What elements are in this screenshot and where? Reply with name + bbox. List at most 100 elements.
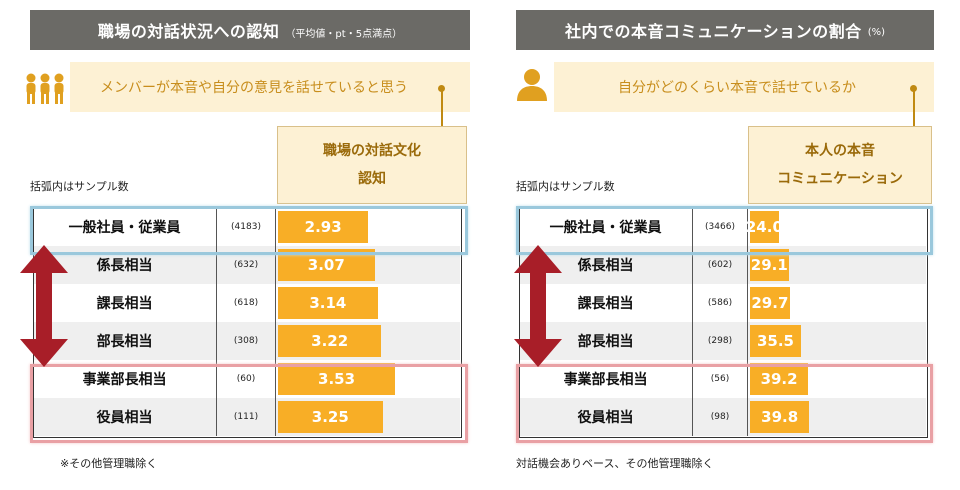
left-connector-line bbox=[441, 90, 443, 140]
right-sample-note: 括弧内はサンプル数 bbox=[516, 180, 615, 193]
right-connector-line bbox=[913, 90, 915, 140]
bar-value-label: 2.93 bbox=[304, 218, 342, 236]
row-sample-size: (618) bbox=[216, 284, 276, 322]
row-label: 部長相当 bbox=[96, 334, 153, 350]
row-sample-size: (111) bbox=[216, 398, 276, 436]
table-row: 部長相当 (298) 35.5 bbox=[519, 322, 926, 360]
bar bbox=[277, 401, 383, 433]
row-label: 係長相当 bbox=[577, 258, 634, 274]
table-row: 役員相当 (111) 3.25 bbox=[33, 398, 460, 436]
bar bbox=[749, 401, 810, 433]
bar bbox=[749, 325, 802, 357]
table-row: 一般社員・従業員 (3466) 24.0 bbox=[519, 208, 926, 246]
row-sample-size: (632) bbox=[216, 246, 276, 284]
right-prompt-text: 自分がどのくらい本音で話せているか bbox=[618, 80, 856, 96]
right-title: 社内での本音コミュニケーションの割合 bbox=[565, 22, 862, 41]
row-sample-size: (4183) bbox=[216, 208, 276, 246]
bar-value-label: 3.22 bbox=[311, 332, 349, 350]
row-label: 役員相当 bbox=[577, 410, 634, 426]
row-bar-cell: 2.93 bbox=[276, 208, 460, 246]
bar-value-label: 29.7 bbox=[751, 294, 789, 312]
row-label: 役員相当 bbox=[96, 410, 153, 426]
left-column-header-line1: 職場の対話文化 bbox=[323, 143, 421, 159]
row-bar-cell: 3.25 bbox=[276, 398, 460, 436]
right-highlight-general bbox=[516, 206, 933, 255]
left-title: 職場の対話状況への認知 bbox=[97, 22, 280, 41]
table-row: 課長相当 (618) 3.14 bbox=[33, 284, 460, 322]
table-row: 一般社員・従業員 (4183) 2.93 bbox=[33, 208, 460, 246]
double-arrow-icon bbox=[514, 245, 562, 371]
right-highlight-executive bbox=[516, 364, 933, 443]
row-label: 係長相当 bbox=[96, 258, 153, 274]
bar-value-label: 39.8 bbox=[761, 408, 799, 426]
table-row: 役員相当 (98) 39.8 bbox=[519, 398, 926, 436]
bar bbox=[749, 287, 790, 319]
bar-value-label: 3.07 bbox=[307, 256, 345, 274]
row-sample-size: (586) bbox=[692, 284, 748, 322]
row-label: 一般社員・従業員 bbox=[68, 220, 181, 236]
bar bbox=[277, 287, 378, 319]
left-connector-dot-top bbox=[438, 85, 445, 92]
left-prompt-text: メンバーが本音や自分の意見を話せていると思う bbox=[100, 80, 408, 96]
row-label: 事業部長相当 bbox=[563, 372, 648, 388]
bar-value-label: 39.2 bbox=[760, 370, 798, 388]
right-footnote: 対話機会ありベース、その他管理職除く bbox=[516, 457, 714, 470]
right-panel: 社内での本音コミュニケーションの割合 (%) 自分がどのくらい本音で話せているか… bbox=[514, 0, 956, 490]
table-row: 部長相当 (308) 3.22 bbox=[33, 322, 460, 360]
right-column-header: 本人の本音 コミュニケーション bbox=[748, 126, 932, 204]
row-bar-cell: 35.5 bbox=[748, 322, 926, 360]
bar-value-label: 3.14 bbox=[309, 294, 347, 312]
row-label: 課長相当 bbox=[96, 296, 153, 312]
row-label: 課長相当 bbox=[577, 296, 634, 312]
left-title-sub: （平均値・pt・5点満点） bbox=[285, 28, 403, 40]
bar-value-label: 35.5 bbox=[756, 332, 794, 350]
left-footnote: ※その他管理職除く bbox=[60, 457, 158, 470]
bar bbox=[749, 211, 779, 243]
row-bar-cell: 3.53 bbox=[276, 360, 460, 398]
row-label: 事業部長相当 bbox=[82, 372, 167, 388]
row-bar-cell: 29.7 bbox=[748, 284, 926, 322]
row-sample-size: (56) bbox=[692, 360, 748, 398]
right-column-header-line1: 本人の本音 bbox=[805, 143, 875, 159]
left-column-header-line2: 認知 bbox=[358, 171, 386, 187]
right-column-header-line2: コミュニケーション bbox=[777, 171, 903, 187]
bar-value-label: 29.1 bbox=[750, 256, 788, 274]
row-bar-cell: 39.2 bbox=[748, 360, 926, 398]
row-sample-size: (3466) bbox=[692, 208, 748, 246]
bar bbox=[749, 363, 809, 395]
row-sample-size: (98) bbox=[692, 398, 748, 436]
left-panel: 職場の対話状況への認知 （平均値・pt・5点満点） メンバーが本音や自分の意見を… bbox=[20, 0, 470, 490]
row-sample-size: (308) bbox=[216, 322, 276, 360]
row-label: 一般社員・従業員 bbox=[549, 220, 662, 236]
bar bbox=[277, 325, 382, 357]
bar-value-label: 24.0 bbox=[745, 218, 783, 236]
row-sample-size: (298) bbox=[692, 322, 748, 360]
group-people-icon bbox=[24, 72, 66, 110]
bar-value-label: 3.25 bbox=[311, 408, 349, 426]
bar bbox=[277, 211, 369, 243]
right-title-bar: 社内での本音コミュニケーションの割合 (%) bbox=[516, 10, 934, 50]
table-row: 事業部長相当 (56) 39.2 bbox=[519, 360, 926, 398]
left-highlight-executive bbox=[30, 364, 468, 443]
bar-value-label: 3.53 bbox=[318, 370, 356, 388]
row-bar-cell: 24.0 bbox=[745, 208, 926, 246]
bar bbox=[277, 363, 396, 395]
right-prompt-box: 自分がどのくらい本音で話せているか bbox=[554, 62, 934, 112]
person-icon bbox=[516, 68, 548, 106]
row-label: 部長相当 bbox=[577, 334, 634, 350]
row-bar-cell: 3.14 bbox=[276, 284, 460, 322]
row-bar-cell: 3.22 bbox=[276, 322, 460, 360]
table-row: 課長相当 (586) 29.7 bbox=[519, 284, 926, 322]
table-row: 事業部長相当 (60) 3.53 bbox=[33, 360, 460, 398]
row-sample-size: (60) bbox=[216, 360, 276, 398]
right-title-sub: (%) bbox=[867, 26, 885, 38]
right-connector-dot-top bbox=[910, 85, 917, 92]
left-title-bar: 職場の対話状況への認知 （平均値・pt・5点満点） bbox=[30, 10, 470, 50]
left-highlight-general bbox=[30, 206, 468, 255]
row-bar-cell: 39.8 bbox=[748, 398, 926, 436]
left-column-header: 職場の対話文化 認知 bbox=[277, 126, 467, 204]
double-arrow-icon bbox=[20, 245, 68, 371]
left-prompt-box: メンバーが本音や自分の意見を話せていると思う bbox=[70, 62, 470, 112]
row-sample-size: (602) bbox=[692, 246, 748, 284]
left-sample-note: 括弧内はサンプル数 bbox=[30, 180, 129, 193]
